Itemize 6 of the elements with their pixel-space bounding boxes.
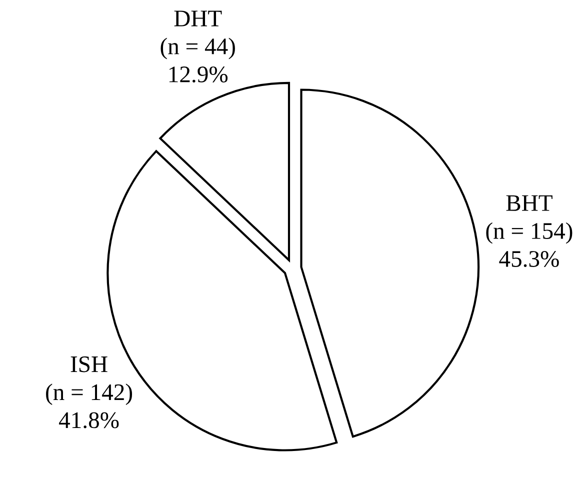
slice-label: ISH [70,356,108,372]
data-label: (n = 44) 12.9% [160,38,235,82]
slice-label: BHT [506,195,552,211]
data-label: (n = 142) 41.8% [46,384,132,428]
slice-label: DHT [174,10,222,26]
data-label: (n = 154) 45.3% [486,222,572,268]
